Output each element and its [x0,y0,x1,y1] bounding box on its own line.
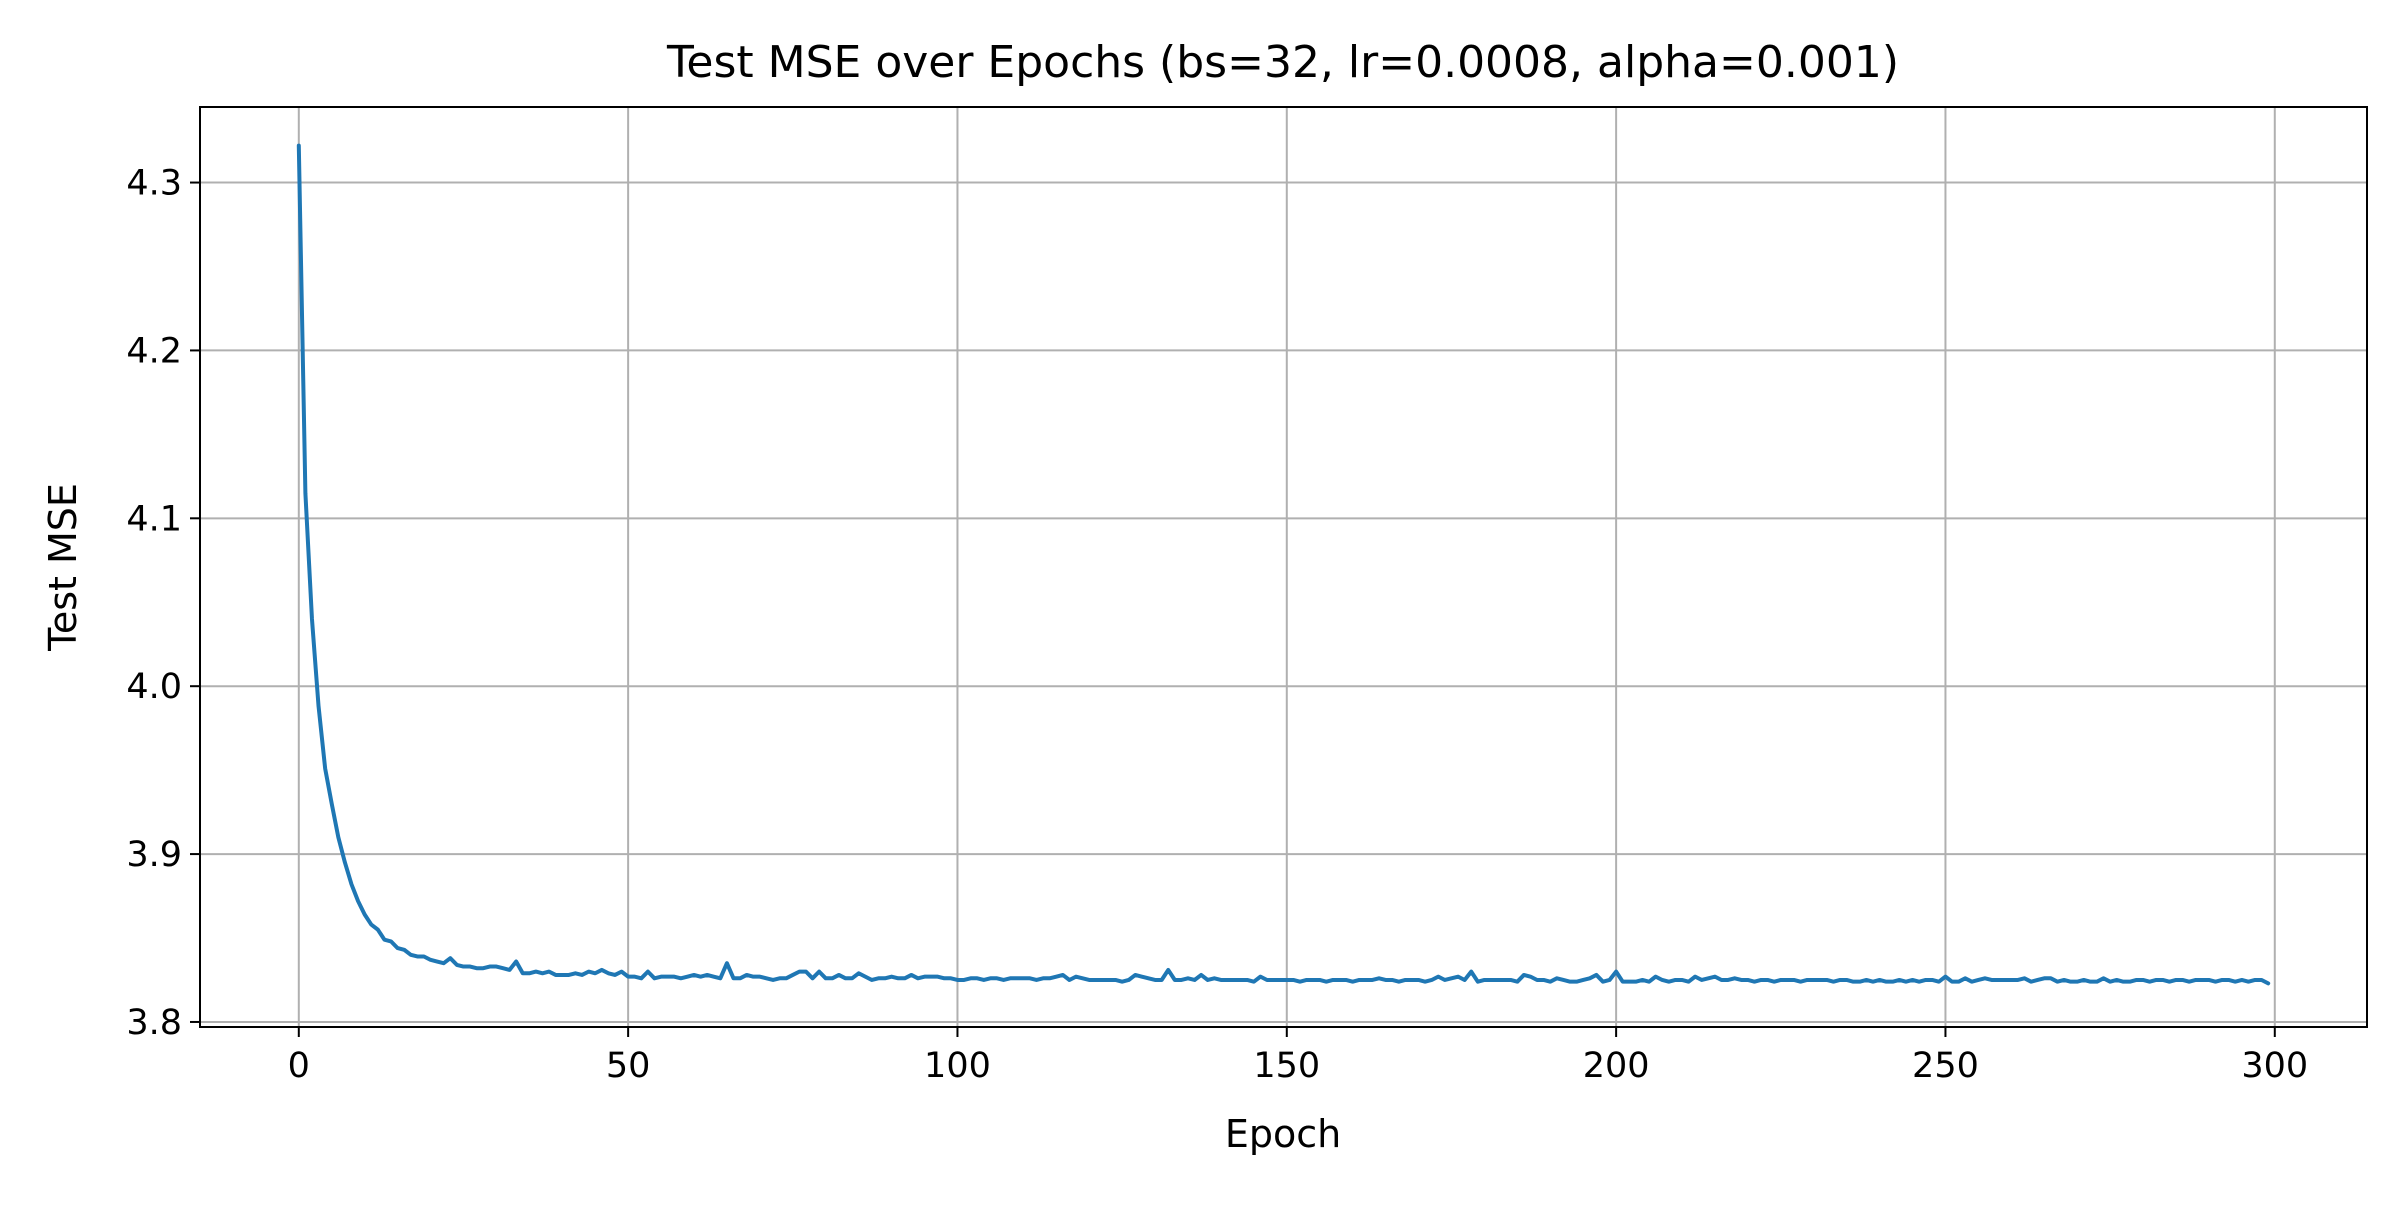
x-tick-label: 300 [2241,1046,2308,1086]
y-tick-label: 4.0 [126,667,182,707]
plot-area-frame [199,106,2368,1028]
x-tick-label: 50 [606,1046,651,1086]
x-tick-label: 250 [1912,1046,1979,1086]
axis-ticks: 0 50 100 150 200 250 300 3.8 3.9 4.0 4.1 4.2 4.3 [126,164,2308,1086]
chart-title: Test MSE over Epochs (bs=32, lr=0.0008, … [666,37,1899,88]
y-tick-label: 4.3 [126,164,182,204]
x-tick-label: 150 [1253,1046,1320,1086]
series-line [296,143,2271,986]
y-tick-label: 4.2 [126,331,182,371]
x-tick-label: 0 [288,1046,310,1086]
series-layer [296,143,2271,986]
y-axis-label: Test MSE [41,483,85,652]
x-tick-label: 200 [1583,1046,1650,1086]
x-tick-label: 100 [924,1046,991,1086]
grid-lines [200,107,2367,1027]
y-tick-label: 3.9 [126,835,182,875]
y-tick-label: 3.8 [126,1003,182,1043]
y-tick-label: 4.1 [126,499,182,539]
x-axis-label: Epoch [1225,1112,1341,1156]
